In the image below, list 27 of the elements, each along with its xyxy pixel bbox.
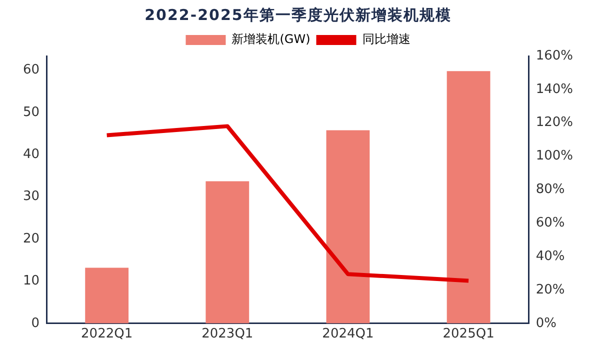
y2-tick-label: 140% (536, 82, 574, 97)
y-tick-label: 60 (22, 62, 40, 78)
y-tick-label: 40 (22, 147, 40, 162)
bar (326, 130, 370, 324)
y2-tick-label: 80% (536, 182, 565, 198)
y2-tick-label: 160% (536, 48, 574, 64)
y2-tick-label: 60% (536, 216, 565, 230)
y-tick-label: 30 (22, 189, 40, 204)
y-tick-label: 0 (31, 316, 40, 331)
chart-title: 2022-2025年第一季度光伏新增装机规模 (144, 5, 452, 26)
legend-label: 新增装机(GW) (232, 32, 310, 46)
y-tick-label: 10 (22, 274, 40, 289)
y-tick-label: 50 (22, 104, 40, 120)
x-tick-label: 2025Q1 (442, 326, 494, 342)
y2-tick-label: 100% (536, 148, 574, 164)
bar (85, 268, 129, 324)
legend-label: 同比增速 (362, 32, 410, 46)
x-tick-label: 2024Q1 (322, 326, 374, 342)
y2-tick-label: 20% (536, 282, 565, 298)
x-tick-label: 2023Q1 (202, 326, 254, 342)
bar (206, 181, 250, 324)
y2-tick-label: 120% (536, 115, 574, 130)
bar (446, 71, 490, 324)
y-tick-label: 20 (22, 231, 40, 246)
y2-tick-label: 40% (536, 248, 565, 264)
x-tick-label: 2022Q1 (81, 326, 133, 342)
y2-tick-label: 0% (536, 316, 556, 331)
